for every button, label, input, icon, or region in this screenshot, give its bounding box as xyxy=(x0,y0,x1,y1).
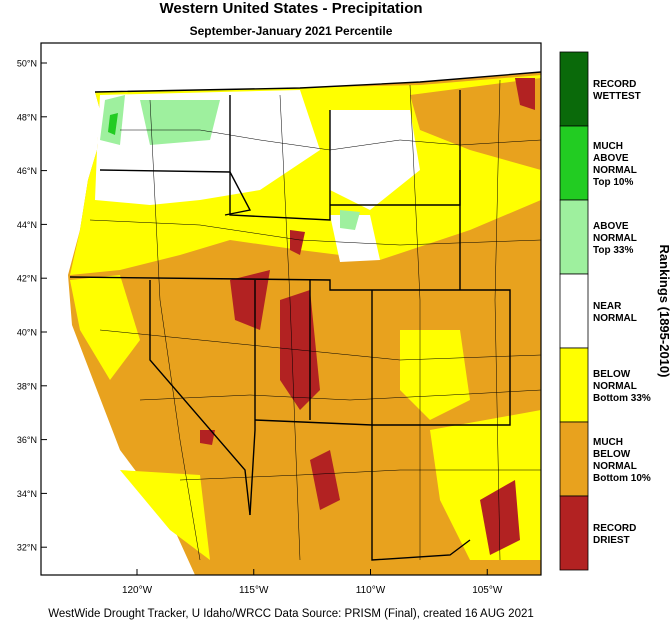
legend-label: Top 33% xyxy=(593,245,633,256)
legend-label: Bottom 10% xyxy=(593,473,651,484)
legend-label: BELOW xyxy=(593,449,631,460)
legend-label: RECORD xyxy=(593,523,636,534)
lat-tick-label: 32°N xyxy=(17,543,37,553)
lon-tick-label: 105°W xyxy=(472,585,503,596)
legend-label: NEAR xyxy=(593,301,622,312)
lat-tick-label: 44°N xyxy=(17,220,37,230)
lat-tick-label: 40°N xyxy=(17,328,37,338)
legend-swatch xyxy=(559,199,589,275)
legend-label: ABOVE xyxy=(593,221,629,232)
legend-swatch xyxy=(559,51,589,127)
map xyxy=(68,71,541,575)
legend-swatch xyxy=(559,273,589,349)
lat-tick-label: 36°N xyxy=(17,435,37,445)
legend-label: NORMAL xyxy=(593,313,637,324)
subtitle: September-January 2021 Percentile xyxy=(190,24,393,38)
legend-label: DRIEST xyxy=(593,535,630,546)
legend-label: Bottom 33% xyxy=(593,393,651,404)
legend-label: MUCH xyxy=(593,437,623,448)
legend-label: WETTEST xyxy=(593,91,641,102)
map-frame xyxy=(40,42,542,576)
legend-label: NORMAL xyxy=(593,381,637,392)
lat-tick-label: 34°N xyxy=(17,489,37,499)
lat-tick-label: 50°N xyxy=(17,59,37,69)
lon-tick-label: 115°W xyxy=(239,585,269,596)
lat-tick-label: 46°N xyxy=(17,166,37,176)
lat-tick-label: 48°N xyxy=(17,112,37,122)
legend-title: Rankings (1895-2010) xyxy=(657,245,671,378)
title: Western United States - Precipitation xyxy=(159,0,422,17)
legend-label: NORMAL xyxy=(593,233,637,244)
lat-tick-label: 38°N xyxy=(17,381,37,391)
lat-tick-label: 42°N xyxy=(17,274,37,284)
legend-label: MUCH xyxy=(593,141,623,152)
legend-label: NORMAL xyxy=(593,165,637,176)
legend-label: Top 10% xyxy=(593,177,633,188)
legend-label: BELOW xyxy=(593,369,631,380)
legend-swatch xyxy=(559,495,589,571)
legend-swatch xyxy=(559,125,589,201)
lon-tick-label: 110°W xyxy=(356,585,386,596)
legend-swatch xyxy=(559,347,589,423)
legend-label: NORMAL xyxy=(593,461,637,472)
footer: WestWide Drought Tracker, U Idaho/WRCC D… xyxy=(48,608,534,620)
legend-label: ABOVE xyxy=(593,153,629,164)
legend-label: RECORD xyxy=(593,79,636,90)
legend-swatch xyxy=(559,421,589,497)
lon-tick-label: 120°W xyxy=(122,585,153,596)
